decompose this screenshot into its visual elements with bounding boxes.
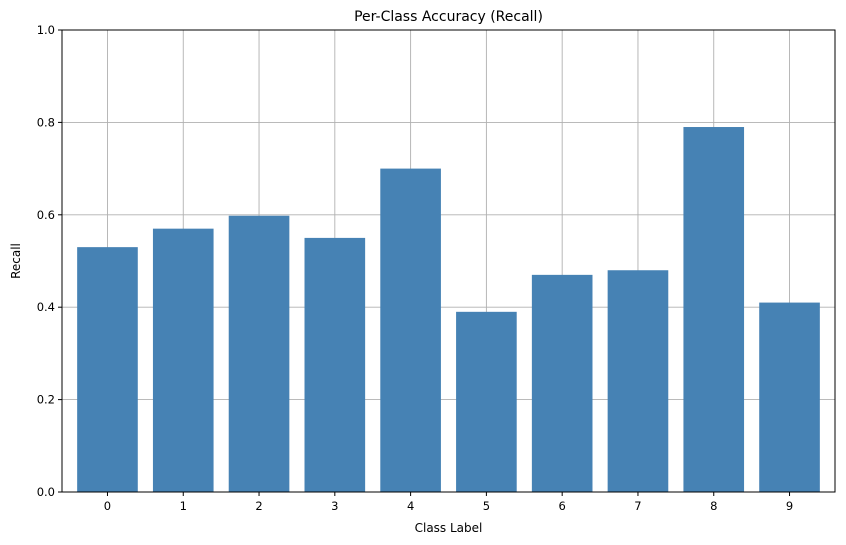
chart-title: Per-Class Accuracy (Recall) (354, 9, 543, 25)
bar-class-6 (531, 274, 593, 492)
bar-class-9 (759, 302, 820, 492)
x-tick-label-4: 4 (407, 499, 414, 513)
y-tick-label-0.0: 0.0 (37, 485, 55, 499)
bar-class-7 (607, 270, 669, 492)
x-tick-label-0: 0 (104, 499, 111, 513)
axes-frame (61, 29, 836, 493)
y-tick-label-0.4: 0.4 (37, 300, 55, 314)
x-tick-label-1: 1 (180, 499, 187, 513)
x-tick-label-2: 2 (255, 499, 262, 513)
x-tick-label-9: 9 (786, 499, 793, 513)
x-tick-label-3: 3 (331, 499, 338, 513)
bar-class-8 (683, 127, 745, 493)
y-tick-label-0.8: 0.8 (37, 115, 55, 129)
axis-ticks: 0 1 2 3 4 5 6 7 8 9 0.0 0.2 0.4 0.6 0.8 1.0 (37, 23, 793, 513)
x-tick-label-5: 5 (483, 499, 490, 513)
bar-class-2 (228, 215, 290, 492)
y-tick-label-0.6: 0.6 (37, 208, 55, 222)
bar-class-3 (304, 237, 366, 492)
bar-class-1 (152, 228, 214, 492)
y-tick-label-1.0: 1.0 (37, 23, 55, 37)
bar-class-5 (456, 311, 517, 492)
y-tick-label-0.2: 0.2 (37, 393, 55, 407)
bar-class-4 (380, 168, 441, 492)
x-tick-label-7: 7 (634, 499, 641, 513)
x-axis-label: Class Label (415, 521, 483, 535)
bar-class-0 (77, 247, 138, 492)
y-axis-label: Recall (9, 243, 23, 279)
bars (77, 127, 820, 493)
x-tick-label-8: 8 (710, 499, 717, 513)
x-tick-label-6: 6 (559, 499, 566, 513)
